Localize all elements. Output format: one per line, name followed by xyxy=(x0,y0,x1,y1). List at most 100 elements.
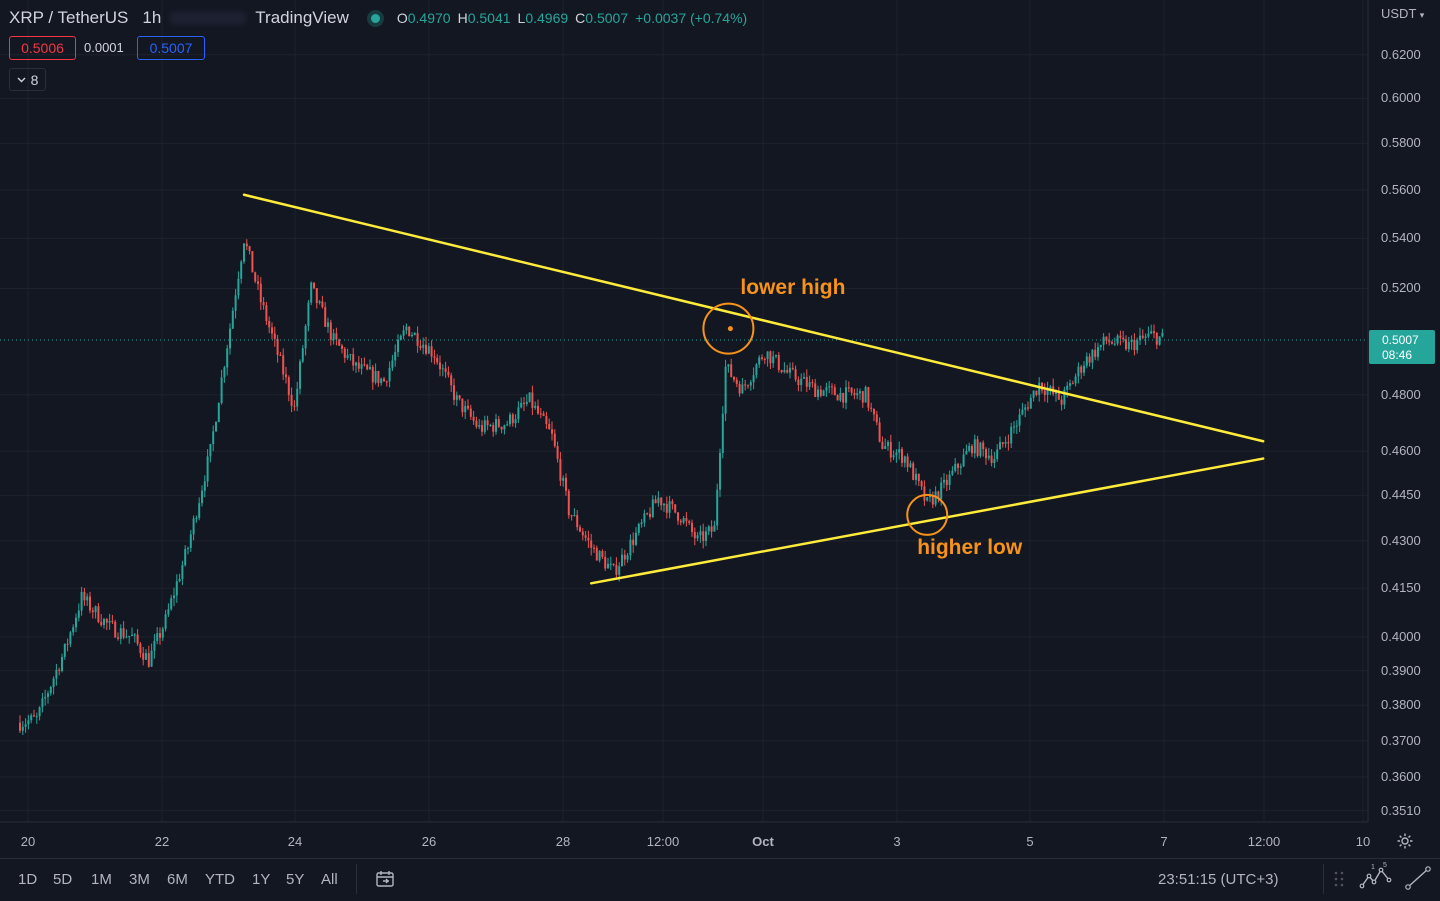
candle xyxy=(842,392,845,409)
range-button-6m[interactable]: 6M xyxy=(167,871,188,888)
candle xyxy=(713,520,716,532)
range-button-1y[interactable]: 1Y xyxy=(252,871,271,888)
sell-price-button[interactable]: 0.5006 xyxy=(9,36,76,60)
candle xyxy=(1125,335,1127,351)
candle xyxy=(271,322,273,340)
candle xyxy=(492,422,495,437)
candle xyxy=(366,363,369,371)
buy-price-button[interactable]: 0.5007 xyxy=(137,36,205,60)
candle xyxy=(150,643,153,667)
interval-label[interactable]: 1h xyxy=(142,8,162,27)
candle xyxy=(570,514,573,521)
clock-timezone[interactable]: 23:51:15 (UTC+3) xyxy=(1158,871,1279,888)
candle xyxy=(979,441,982,458)
candle xyxy=(710,520,713,538)
range-button-1m[interactable]: 1M xyxy=(91,871,112,888)
calendar-goto-icon[interactable] xyxy=(375,869,395,889)
candle xyxy=(517,401,520,424)
indicator-count: 8 xyxy=(30,71,39,88)
range-button-ytd[interactable]: YTD xyxy=(205,871,235,888)
candle xyxy=(436,354,439,365)
trendlines[interactable] xyxy=(242,193,1265,585)
time-tick-label: 7 xyxy=(1160,834,1168,849)
candle xyxy=(783,362,786,374)
range-button-5d[interactable]: 5D xyxy=(53,871,73,888)
candle xyxy=(408,326,411,337)
candle xyxy=(335,327,338,346)
range-button-1d[interactable]: 1D xyxy=(18,871,38,888)
drag-handle-icon[interactable] xyxy=(1333,869,1345,889)
candle xyxy=(1161,328,1164,338)
candle xyxy=(831,383,833,395)
candle xyxy=(847,381,850,393)
candle xyxy=(693,527,696,546)
candle xyxy=(1083,361,1085,377)
symbol-name[interactable]: XRP / TetherUS xyxy=(9,8,129,27)
candle xyxy=(475,416,478,429)
candle xyxy=(805,369,808,393)
candle xyxy=(94,605,97,619)
indicators-toggle-button[interactable]: 8 xyxy=(9,68,46,91)
candle xyxy=(965,444,968,455)
candle xyxy=(539,407,542,419)
range-button-5y[interactable]: 5Y xyxy=(286,871,305,888)
candle xyxy=(775,354,777,359)
chart-grid xyxy=(0,0,1368,822)
candle xyxy=(601,549,604,560)
candle xyxy=(444,361,447,378)
candle xyxy=(486,415,489,431)
candle xyxy=(279,352,282,356)
candle xyxy=(682,516,685,525)
range-button-all[interactable]: All xyxy=(321,871,338,888)
candle xyxy=(383,376,385,382)
candle xyxy=(1071,380,1074,385)
candle xyxy=(1119,330,1122,346)
annotation-higher-low[interactable]: higher low xyxy=(917,535,1023,559)
candle xyxy=(534,401,537,410)
annotation-lower-high[interactable]: lower high xyxy=(740,275,846,299)
candle xyxy=(881,436,884,450)
candle xyxy=(422,337,425,355)
time-tick-label: 10 xyxy=(1355,834,1371,849)
price-tick-label: 0.3600 xyxy=(1381,768,1421,784)
candlestick-series xyxy=(19,239,1164,735)
candle xyxy=(962,448,965,468)
market-open-icon xyxy=(370,13,380,23)
candle xyxy=(293,400,296,411)
elliott-wave-icon[interactable]: 1 5 xyxy=(1359,862,1393,892)
candle xyxy=(985,447,987,465)
range-button-3m[interactable]: 3M xyxy=(129,871,150,888)
candle xyxy=(338,338,341,347)
candle xyxy=(41,692,44,713)
candle xyxy=(794,365,797,382)
candle xyxy=(1147,326,1150,339)
price-tick-label: 0.5600 xyxy=(1381,182,1421,197)
annotation-circle xyxy=(702,302,755,355)
price-tick-label: 0.5200 xyxy=(1381,280,1421,296)
candle xyxy=(651,495,654,518)
candle xyxy=(380,377,383,386)
candle xyxy=(161,626,164,641)
candle xyxy=(845,380,847,410)
price-tick-label: 0.3510 xyxy=(1381,802,1421,818)
settings-gear-icon[interactable] xyxy=(1396,832,1414,850)
trend-line-tool-icon[interactable] xyxy=(1404,866,1432,890)
candle xyxy=(243,242,245,264)
candle xyxy=(276,334,279,363)
candle xyxy=(1158,336,1161,346)
price-tick-label: 0.4000 xyxy=(1381,629,1421,644)
candle xyxy=(100,614,103,627)
candle xyxy=(553,429,556,448)
trendline[interactable] xyxy=(589,457,1265,585)
candle xyxy=(856,388,859,400)
svg-text:1: 1 xyxy=(1371,864,1375,871)
candle xyxy=(523,397,525,412)
trendline[interactable] xyxy=(242,193,1265,443)
candle xyxy=(730,358,733,378)
candle xyxy=(1060,395,1063,411)
currency-selector[interactable]: USDT ▾ xyxy=(1381,6,1425,21)
candle xyxy=(1108,332,1111,346)
candle xyxy=(1013,420,1015,434)
candle xyxy=(895,449,898,463)
